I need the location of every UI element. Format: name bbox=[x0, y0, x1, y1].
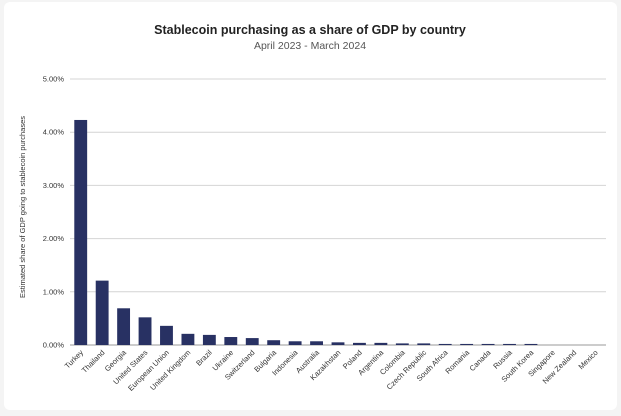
x-tick-label: Mexico bbox=[577, 348, 600, 371]
bar-indonesia bbox=[288, 341, 302, 345]
bar-kazakhstan bbox=[331, 342, 345, 345]
bar-romania bbox=[460, 343, 474, 345]
bar-south-korea bbox=[524, 343, 538, 345]
bar-united-states bbox=[138, 317, 152, 345]
y-axis-ticks: 0.00% 1.00% 2.00% 3.00% 4.00% 5.00% bbox=[43, 75, 65, 350]
bar-european-union bbox=[160, 325, 173, 345]
y-tick-label: 0.00% bbox=[43, 341, 65, 350]
x-tick-label: Thailand bbox=[80, 348, 107, 375]
x-tick-label: Canada bbox=[468, 347, 494, 373]
bar-switzerland bbox=[245, 338, 259, 345]
bar-argentina bbox=[374, 342, 388, 345]
bar-brazil bbox=[202, 334, 216, 345]
bars bbox=[74, 119, 538, 346]
chart-subtitle: April 2023 - March 2024 bbox=[254, 40, 366, 52]
bar-czech-republic bbox=[417, 343, 431, 345]
y-axis-label: Estimated share of GDP going to stableco… bbox=[18, 116, 27, 298]
bar-russia bbox=[503, 343, 516, 345]
bar-united-kingdom bbox=[181, 333, 195, 345]
bar-chart: Stablecoin purchasing as a share of GDP … bbox=[18, 23, 606, 393]
bar-thailand bbox=[95, 280, 109, 345]
bar-canada bbox=[481, 343, 495, 345]
bar-georgia bbox=[117, 308, 131, 345]
y-tick-label: 1.00% bbox=[43, 287, 65, 296]
bar-australia bbox=[310, 341, 323, 345]
y-tick-label: 2.00% bbox=[43, 234, 65, 243]
chart-card: Stablecoin purchasing as a share of GDP … bbox=[4, 2, 617, 410]
bar-colombia bbox=[395, 343, 409, 345]
gridlines bbox=[70, 78, 606, 346]
bar-turkey bbox=[74, 119, 88, 346]
y-tick-label: 5.00% bbox=[43, 75, 65, 84]
y-tick-label: 4.00% bbox=[43, 128, 65, 137]
bar-ukraine bbox=[224, 337, 238, 345]
bar-poland bbox=[353, 342, 366, 345]
bar-bulgaria bbox=[267, 340, 281, 345]
y-tick-label: 3.00% bbox=[43, 181, 65, 190]
chart-title: Stablecoin purchasing as a share of GDP … bbox=[154, 23, 466, 37]
x-tick-label: Romania bbox=[443, 347, 471, 375]
bar-south-africa bbox=[438, 343, 452, 345]
